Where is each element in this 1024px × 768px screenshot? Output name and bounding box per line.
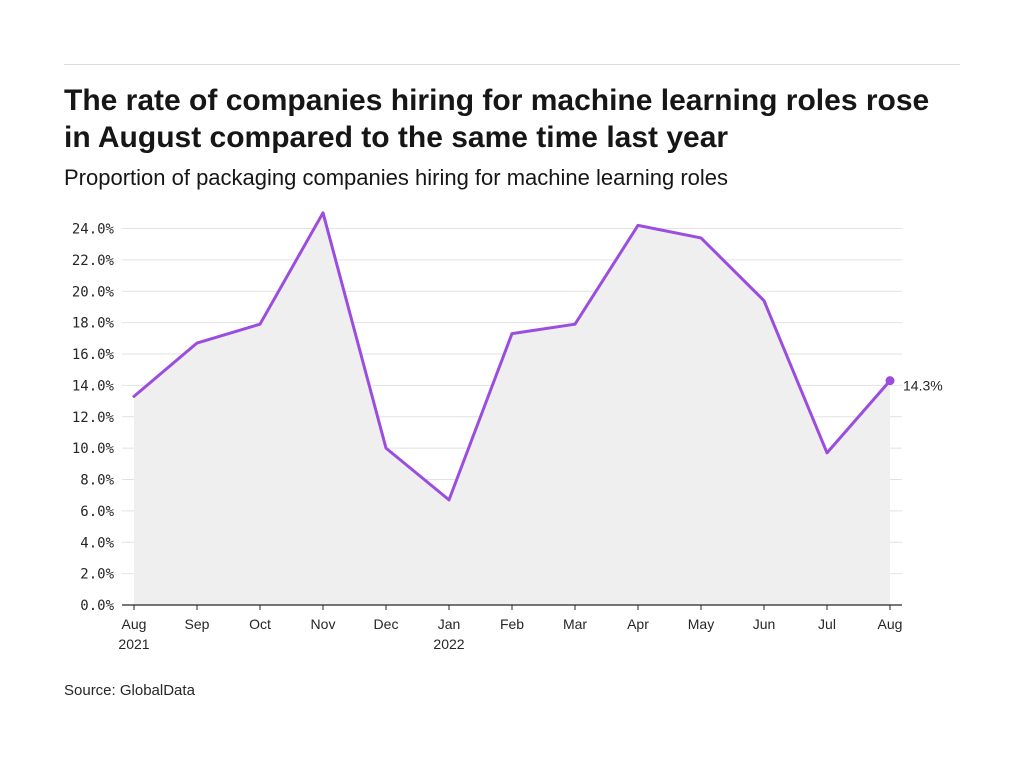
y-tick-label: 22.0% [72, 253, 115, 269]
x-tick-label: Nov [311, 616, 336, 632]
y-tick-label: 0.0% [80, 598, 114, 614]
top-rule [64, 64, 960, 65]
y-tick-label: 8.0% [80, 473, 114, 489]
x-tick-label: Aug 2021 [118, 616, 149, 652]
y-tick-label: 14.0% [72, 378, 115, 394]
y-tick-label: 24.0% [72, 222, 115, 238]
x-tick-label: Feb [500, 616, 524, 632]
chart-title: The rate of companies hiring for machine… [64, 84, 930, 154]
x-tick-label: May [688, 616, 714, 632]
y-tick-label: 2.0% [80, 567, 114, 583]
y-tick-label: 10.0% [72, 441, 115, 457]
chart-subtitle: Proportion of packaging companies hiring… [64, 165, 729, 190]
y-tick-label: 12.0% [72, 410, 115, 426]
area-fill-layer [134, 212, 890, 605]
y-tick-label: 20.0% [72, 284, 115, 300]
x-tick-label: Jun [753, 616, 776, 632]
axes [122, 604, 902, 610]
x-tick-label: Apr [627, 616, 649, 632]
y-tick-label: 16.0% [72, 347, 115, 363]
x-tick-label: Jan 2022 [433, 616, 464, 652]
x-tick-label: Sep [185, 616, 210, 632]
series-line [132, 211, 892, 502]
x-tick-label: Dec [374, 616, 399, 632]
labels-layer: 0.0% 2.0% 4.0% 6.0% 8.0% 10.0% 12.0% 14.0% 16.0%… [72, 222, 943, 653]
x-tick-label: Aug [878, 616, 903, 632]
y-tick-label: 18.0% [72, 316, 115, 332]
x-tick-label: Jul [818, 616, 836, 632]
y-tick-label: 4.0% [80, 535, 114, 551]
end-value-label: 14.3% [903, 378, 943, 394]
series-line-layer [132, 211, 895, 502]
area-fill [134, 212, 890, 605]
source-note: Source: GlobalData [64, 682, 195, 699]
x-tick-label: Mar [563, 616, 587, 632]
x-tick-label: Oct [249, 616, 271, 632]
y-tick-label: 6.0% [80, 504, 114, 520]
end-point-marker [885, 376, 895, 386]
